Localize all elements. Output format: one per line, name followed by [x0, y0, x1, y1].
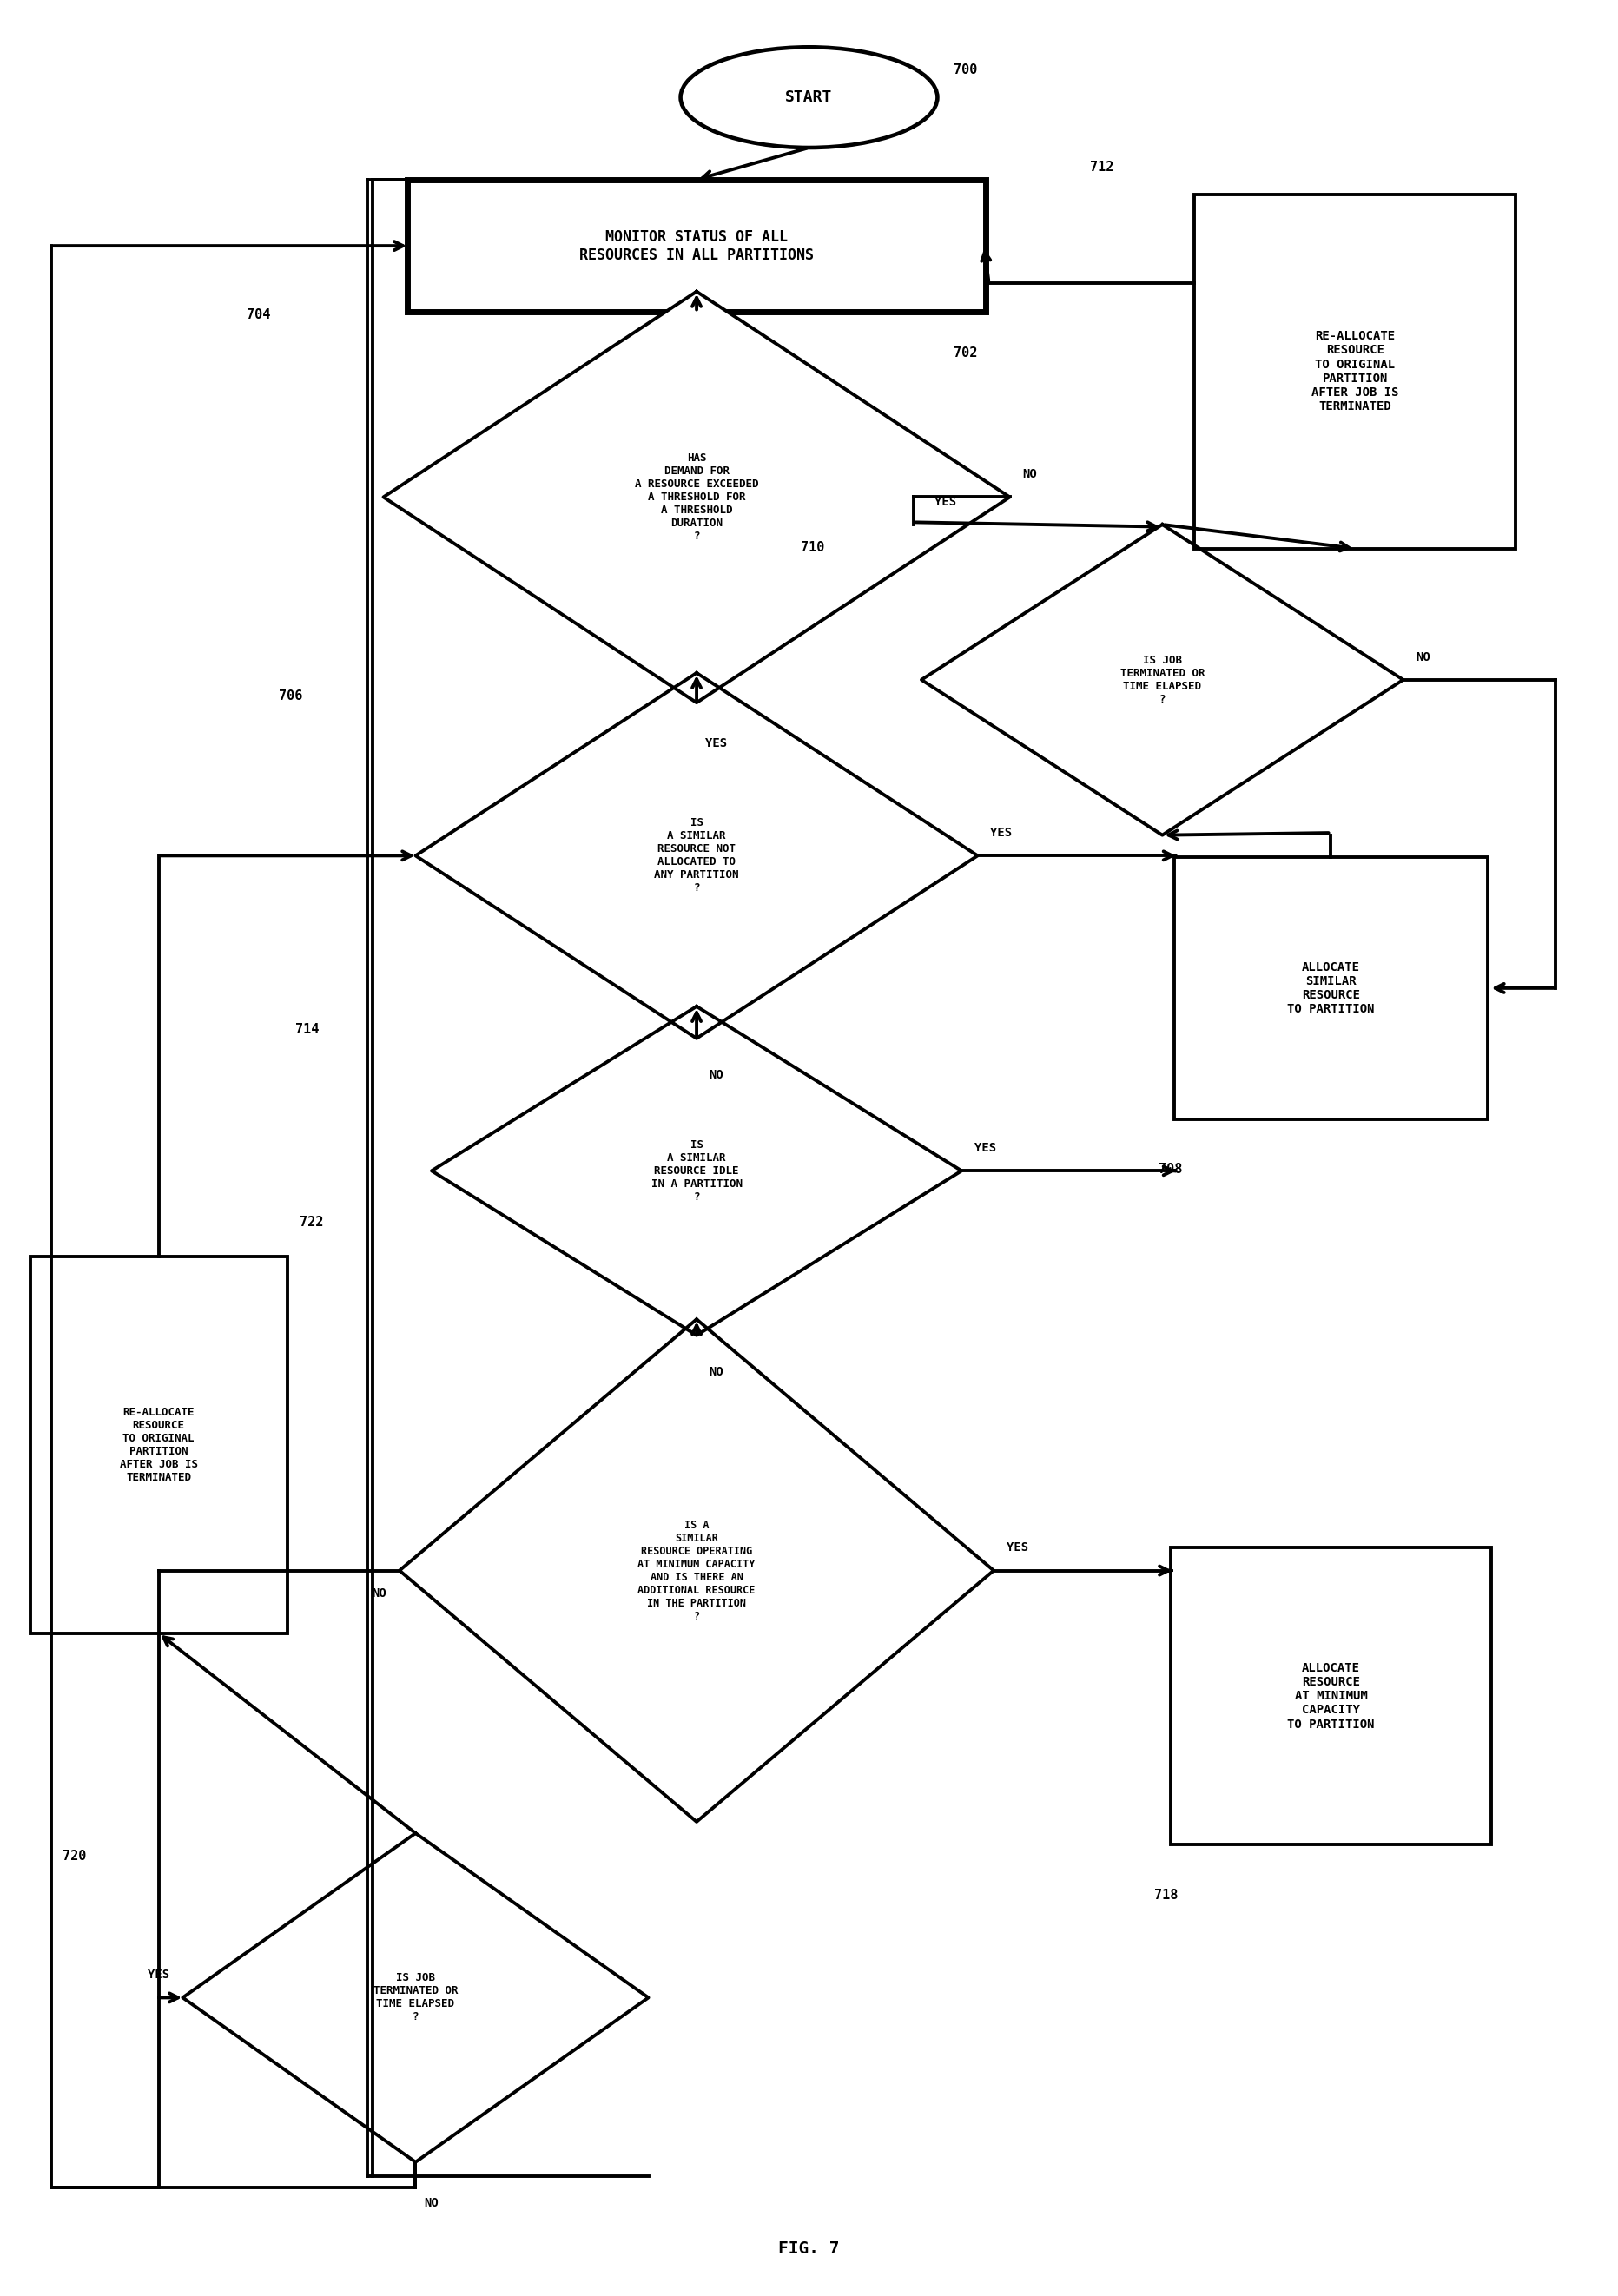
Polygon shape — [432, 1006, 961, 1336]
Text: MONITOR STATUS OF ALL
RESOURCES IN ALL PARTITIONS: MONITOR STATUS OF ALL RESOURCES IN ALL P… — [579, 230, 814, 262]
Text: HAS
DEMAND FOR
A RESOURCE EXCEEDED
A THRESHOLD FOR
A THRESHOLD
DURATION
?: HAS DEMAND FOR A RESOURCE EXCEEDED A THR… — [634, 452, 759, 542]
Bar — [1175, 856, 1487, 1120]
Text: YES: YES — [705, 737, 726, 751]
Text: FIG. 7: FIG. 7 — [778, 2241, 840, 2257]
Text: NO: NO — [424, 2197, 438, 2209]
Text: 716: 716 — [264, 1336, 286, 1348]
Text: NO: NO — [372, 1587, 387, 1600]
Text: 720: 720 — [61, 1851, 86, 1862]
Polygon shape — [400, 1320, 993, 1821]
Text: 702: 702 — [953, 347, 977, 360]
Text: 706: 706 — [278, 689, 303, 703]
Text: IS JOB
TERMINATED OR
TIME ELAPSED
?: IS JOB TERMINATED OR TIME ELAPSED ? — [1120, 654, 1205, 705]
Text: 704: 704 — [248, 308, 270, 321]
Text: NO: NO — [1416, 650, 1430, 664]
Text: YES: YES — [1006, 1541, 1029, 1554]
Text: YES: YES — [147, 1968, 170, 1981]
Text: RE-ALLOCATE
RESOURCE
TO ORIGINAL
PARTITION
AFTER JOB IS
TERMINATED: RE-ALLOCATE RESOURCE TO ORIGINAL PARTITI… — [120, 1407, 197, 1483]
Text: 722: 722 — [299, 1215, 324, 1228]
Text: YES: YES — [935, 496, 956, 507]
Text: 708: 708 — [1158, 1164, 1183, 1176]
Text: IS JOB
TERMINATED OR
TIME ELAPSED
?: IS JOB TERMINATED OR TIME ELAPSED ? — [374, 1972, 458, 2023]
Bar — [408, 179, 985, 312]
Text: IS
A SIMILAR
RESOURCE NOT
ALLOCATED TO
ANY PARTITION
?: IS A SIMILAR RESOURCE NOT ALLOCATED TO A… — [654, 817, 739, 893]
Text: START: START — [785, 90, 833, 106]
Text: NO: NO — [1023, 468, 1037, 480]
Text: 718: 718 — [1154, 1887, 1178, 1901]
Text: IS A
SIMILAR
RESOURCE OPERATING
AT MINIMUM CAPACITY
AND IS THERE AN
ADDITIONAL R: IS A SIMILAR RESOURCE OPERATING AT MINIM… — [637, 1520, 756, 1621]
Text: 714: 714 — [294, 1022, 319, 1035]
Text: 700: 700 — [953, 64, 977, 76]
Polygon shape — [921, 523, 1403, 836]
Text: YES: YES — [990, 827, 1013, 838]
Text: RE-ALLOCATE
RESOURCE
TO ORIGINAL
PARTITION
AFTER JOB IS
TERMINATED: RE-ALLOCATE RESOURCE TO ORIGINAL PARTITI… — [1311, 331, 1398, 413]
Polygon shape — [183, 1832, 649, 2163]
Text: ALLOCATE
SIMILAR
RESOURCE
TO PARTITION: ALLOCATE SIMILAR RESOURCE TO PARTITION — [1288, 962, 1375, 1015]
Text: YES: YES — [974, 1141, 997, 1155]
Bar — [31, 1256, 286, 1632]
Text: 712: 712 — [1091, 161, 1113, 174]
Text: 710: 710 — [801, 542, 825, 553]
Polygon shape — [416, 673, 977, 1038]
Bar — [1170, 1548, 1492, 1844]
Text: NO: NO — [709, 1070, 723, 1081]
Bar — [1194, 195, 1516, 549]
Text: IS
A SIMILAR
RESOURCE IDLE
IN A PARTITION
?: IS A SIMILAR RESOURCE IDLE IN A PARTITIO… — [650, 1139, 743, 1203]
Text: NO: NO — [709, 1366, 723, 1378]
Polygon shape — [383, 292, 1010, 703]
Text: ALLOCATE
RESOURCE
AT MINIMUM
CAPACITY
TO PARTITION: ALLOCATE RESOURCE AT MINIMUM CAPACITY TO… — [1288, 1662, 1375, 1731]
